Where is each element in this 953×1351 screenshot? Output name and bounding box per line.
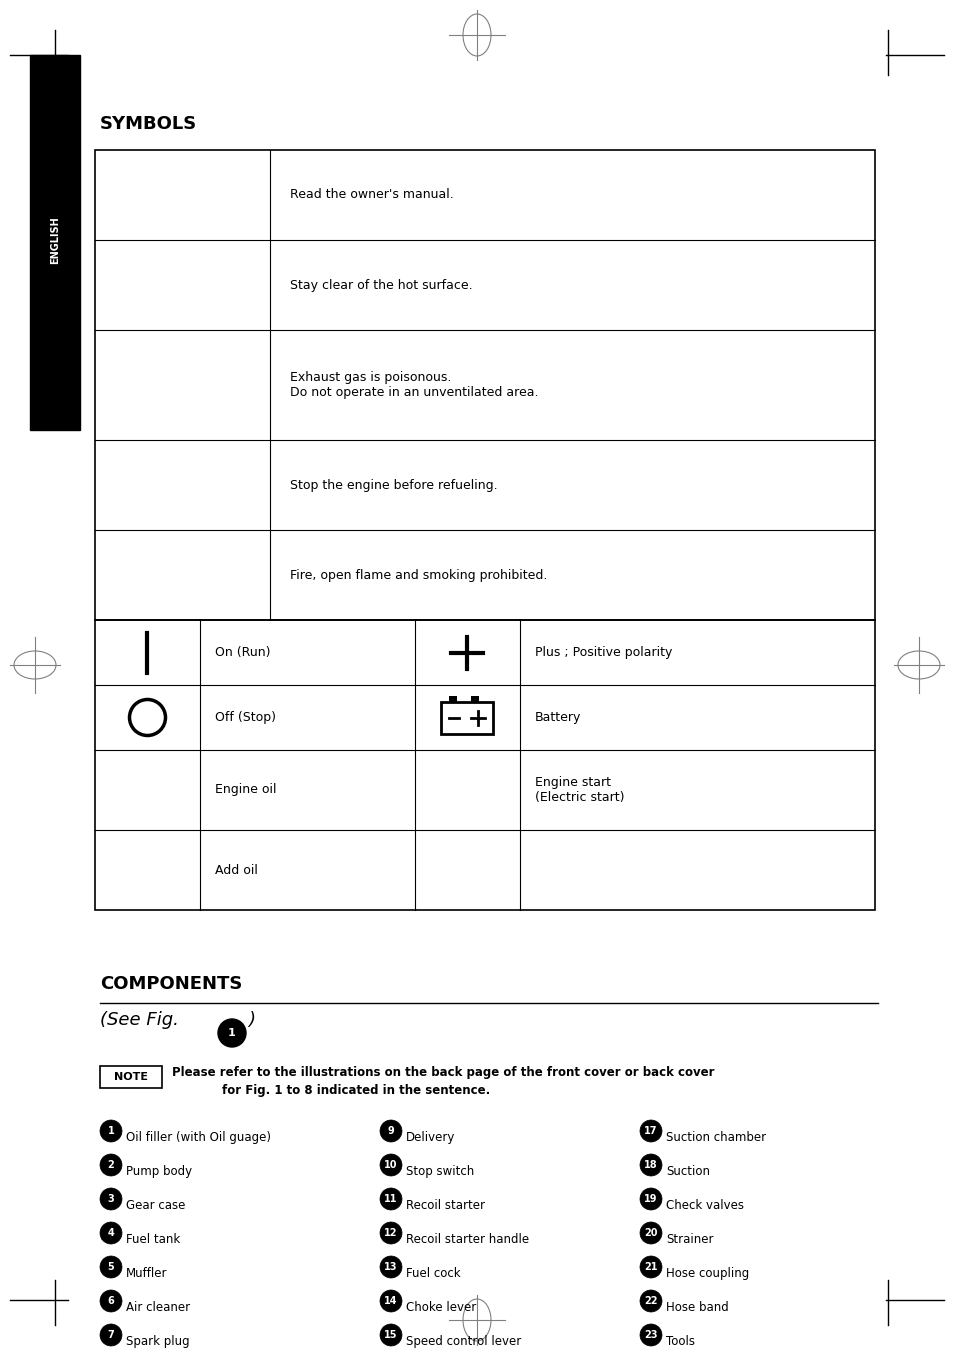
Text: Fuel cock: Fuel cock (406, 1267, 460, 1279)
Text: Hose band: Hose band (665, 1301, 728, 1315)
Bar (30, 55, 80, 430)
Text: Please refer to the illustrations on the back page of the front cover or back co: Please refer to the illustrations on the… (172, 1066, 714, 1079)
Text: Engine start
(Electric start): Engine start (Electric start) (535, 775, 624, 804)
Text: 10: 10 (384, 1161, 397, 1170)
Text: 19: 19 (643, 1194, 657, 1204)
Text: Read the owner's manual.: Read the owner's manual. (290, 189, 454, 201)
Text: Suction: Suction (665, 1165, 709, 1178)
Bar (471, 696, 479, 701)
Text: 22: 22 (643, 1296, 657, 1306)
Text: Spark plug: Spark plug (126, 1335, 190, 1348)
Text: 23: 23 (643, 1329, 657, 1340)
Text: Add oil: Add oil (214, 863, 257, 877)
Text: Hose coupling: Hose coupling (665, 1267, 748, 1279)
Text: Pump body: Pump body (126, 1165, 192, 1178)
Text: NOTE: NOTE (113, 1071, 148, 1082)
Circle shape (639, 1256, 661, 1278)
Text: SYMBOLS: SYMBOLS (100, 115, 197, 132)
Text: for Fig. 1 to 8 indicated in the sentence.: for Fig. 1 to 8 indicated in the sentenc… (222, 1084, 490, 1097)
Bar (449, 696, 457, 701)
Text: 7: 7 (108, 1329, 114, 1340)
Text: Delivery: Delivery (406, 1131, 455, 1144)
Text: 5: 5 (108, 1262, 114, 1273)
Text: Suction chamber: Suction chamber (665, 1131, 765, 1144)
Text: (See Fig.: (See Fig. (100, 1011, 185, 1029)
Text: Tools: Tools (665, 1335, 695, 1348)
Text: 4: 4 (100, 1229, 111, 1246)
Text: Fire, open flame and smoking prohibited.: Fire, open flame and smoking prohibited. (290, 569, 547, 581)
Text: 18: 18 (643, 1161, 658, 1170)
Text: 17: 17 (643, 1125, 657, 1136)
Circle shape (100, 1324, 122, 1346)
Text: Air cleaner: Air cleaner (126, 1301, 190, 1315)
Text: 1: 1 (108, 1125, 114, 1136)
Text: Fuel tank: Fuel tank (126, 1233, 180, 1246)
Text: 9: 9 (387, 1125, 394, 1136)
Circle shape (379, 1120, 401, 1142)
Circle shape (100, 1256, 122, 1278)
Text: Muffler: Muffler (126, 1267, 168, 1279)
Circle shape (379, 1188, 401, 1210)
Text: ): ) (248, 1011, 254, 1029)
Text: 3: 3 (108, 1194, 114, 1204)
Bar (95, 150, 874, 620)
Circle shape (379, 1324, 401, 1346)
Text: 14: 14 (384, 1296, 397, 1306)
Text: Plus ; Positive polarity: Plus ; Positive polarity (535, 646, 672, 659)
Text: 12: 12 (384, 1228, 397, 1238)
Circle shape (100, 1120, 122, 1142)
Text: Choke lever: Choke lever (406, 1301, 476, 1315)
Circle shape (639, 1120, 661, 1142)
Text: Stay clear of the hot surface.: Stay clear of the hot surface. (290, 278, 472, 292)
Circle shape (100, 1223, 122, 1244)
Text: Off (Stop): Off (Stop) (214, 711, 275, 724)
Circle shape (639, 1223, 661, 1244)
Text: 15: 15 (384, 1329, 397, 1340)
Circle shape (100, 1188, 122, 1210)
Text: Engine oil: Engine oil (214, 784, 276, 797)
Text: 13: 13 (384, 1262, 397, 1273)
Circle shape (379, 1154, 401, 1175)
Bar (441, 701, 493, 734)
Text: Oil filler (with Oil guage): Oil filler (with Oil guage) (126, 1131, 271, 1144)
Circle shape (100, 1290, 122, 1312)
Text: 11: 11 (384, 1194, 397, 1204)
Text: COMPONENTS: COMPONENTS (100, 975, 242, 993)
Circle shape (639, 1290, 661, 1312)
Text: Battery: Battery (535, 711, 580, 724)
Bar (95, 620, 874, 911)
Text: Gear case: Gear case (126, 1198, 185, 1212)
Text: Speed control lever: Speed control lever (406, 1335, 520, 1348)
Circle shape (639, 1324, 661, 1346)
Text: Check valves: Check valves (665, 1198, 743, 1212)
Text: 6: 6 (108, 1296, 114, 1306)
Text: 4: 4 (108, 1228, 114, 1238)
Text: Strainer: Strainer (665, 1233, 713, 1246)
Bar (100, 1066, 162, 1088)
Text: 20: 20 (643, 1228, 657, 1238)
Text: Recoil starter handle: Recoil starter handle (406, 1233, 529, 1246)
Text: Exhaust gas is poisonous.
Do not operate in an unventilated area.: Exhaust gas is poisonous. Do not operate… (290, 372, 537, 399)
Text: Stop switch: Stop switch (406, 1165, 474, 1178)
Circle shape (639, 1154, 661, 1175)
Circle shape (639, 1188, 661, 1210)
Circle shape (218, 1019, 246, 1047)
Circle shape (379, 1223, 401, 1244)
Circle shape (100, 1154, 122, 1175)
Circle shape (379, 1256, 401, 1278)
Circle shape (379, 1290, 401, 1312)
Text: Stop the engine before refueling.: Stop the engine before refueling. (290, 478, 497, 492)
Text: Recoil starter: Recoil starter (406, 1198, 484, 1212)
Text: 21: 21 (643, 1262, 657, 1273)
Text: On (Run): On (Run) (214, 646, 271, 659)
Text: 2: 2 (108, 1161, 114, 1170)
Text: ENGLISH: ENGLISH (50, 216, 60, 263)
Text: 1: 1 (228, 1028, 235, 1038)
